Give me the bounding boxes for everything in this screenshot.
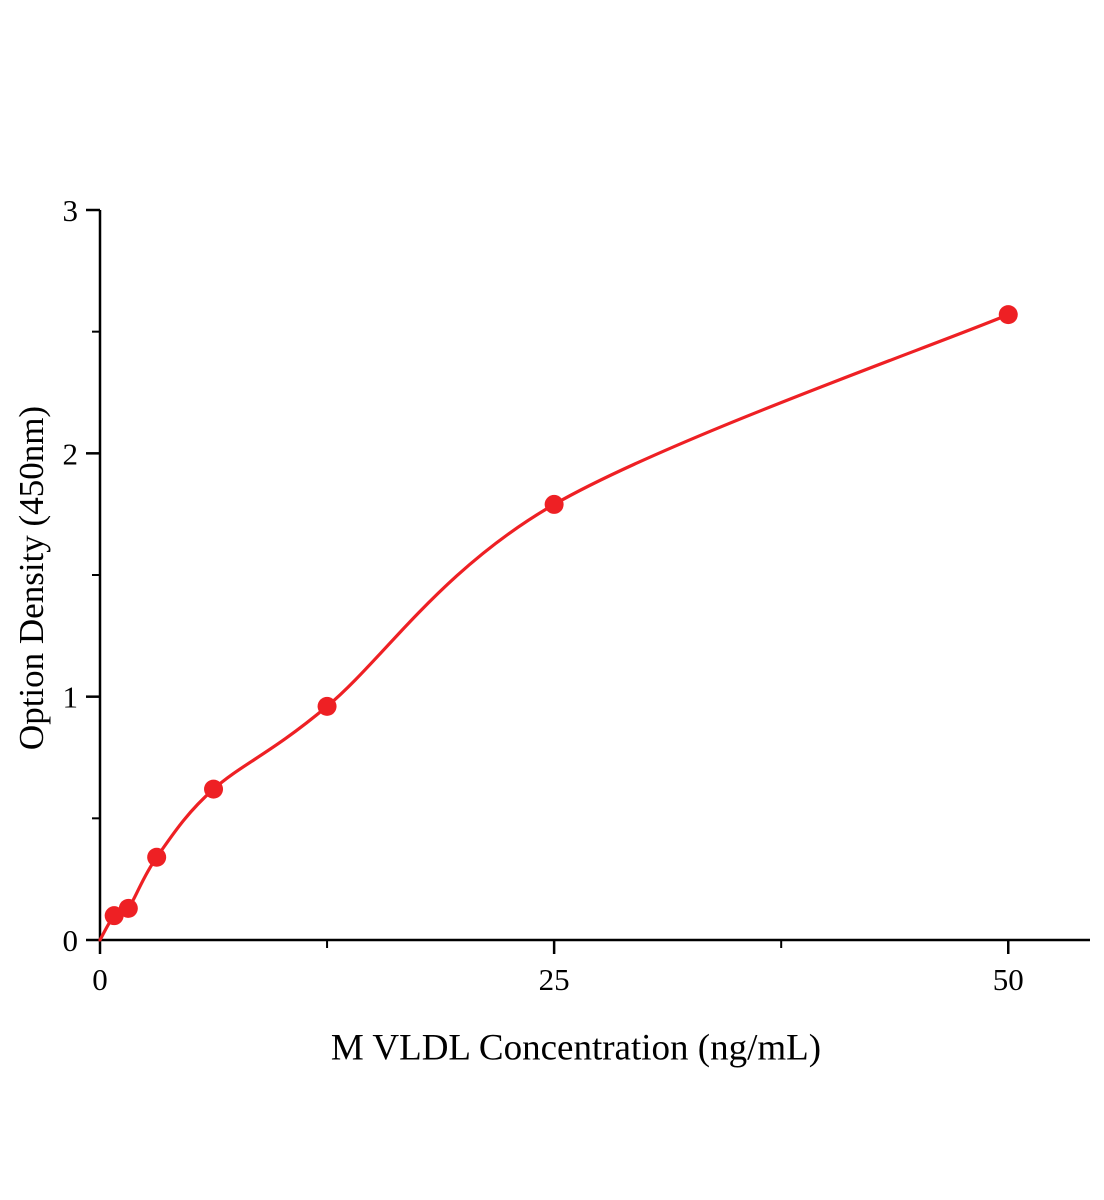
y-tick-label: 3: [63, 193, 79, 228]
fit-curve: [98, 313, 1010, 942]
data-point: [998, 305, 1018, 325]
data-point: [544, 494, 564, 514]
x-tick-label: 50: [993, 962, 1024, 997]
x-axis-label: M VLDL Concentration (ng/mL): [330, 1027, 822, 1069]
data-point: [204, 779, 224, 799]
y-axis-label: Option Density (450nm): [12, 405, 51, 751]
x-tick-label: 0: [92, 962, 108, 997]
y-tick-label: 1: [63, 680, 79, 715]
y-tick-label: 2: [63, 436, 79, 471]
y-tick-label: 0: [63, 923, 79, 958]
data-point: [317, 696, 337, 716]
data-point: [147, 847, 167, 867]
data-point: [104, 906, 124, 926]
data-point: [118, 898, 138, 918]
x-tick-label: 25: [539, 962, 570, 997]
